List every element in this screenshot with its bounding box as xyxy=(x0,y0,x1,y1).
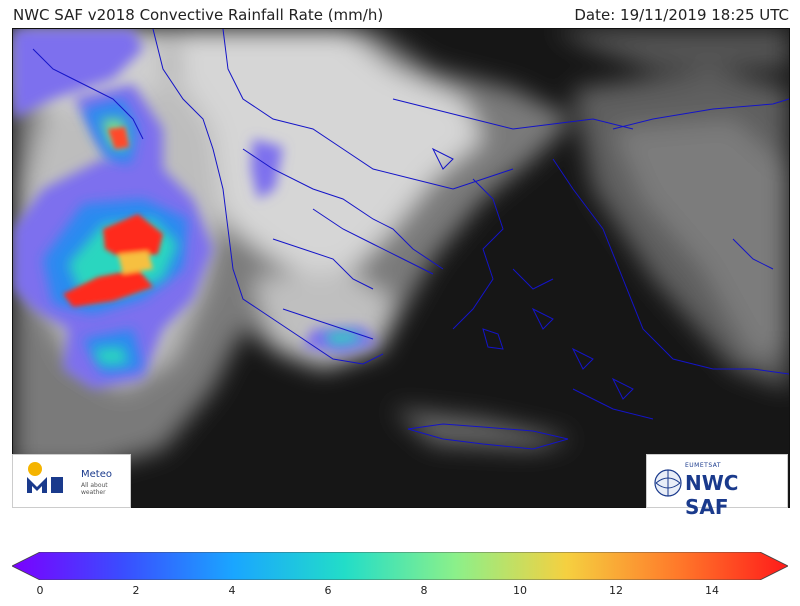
map-title: NWC SAF v2018 Convective Rainfall Rate (… xyxy=(13,6,384,24)
colorbar-tick-label: 14 xyxy=(705,584,719,597)
meteo-logo-tagline: All about weather xyxy=(81,482,108,496)
eumetsat-globe-icon xyxy=(654,469,682,497)
map-date: Date: 19/11/2019 18:25 UTC xyxy=(574,6,789,24)
colorbar-tick-label: 6 xyxy=(324,584,332,597)
colorbar-tick-label: 4 xyxy=(228,584,236,597)
nwc-logo-top: EUMETSAT xyxy=(685,462,722,469)
meteo-logo-name: Meteo xyxy=(81,469,112,480)
coastlines xyxy=(32,29,789,450)
colorbar xyxy=(12,552,788,580)
meteo-logo-icon xyxy=(27,462,63,493)
meteo-logo: Meteo All about weather xyxy=(12,454,131,508)
colorbar-tick-label: 8 xyxy=(420,584,428,597)
nwc-logo-main: NWC SAF xyxy=(685,471,739,519)
colorbar-tick-label: 12 xyxy=(609,584,623,597)
satellite-image xyxy=(13,29,789,507)
rainfall-layer xyxy=(13,29,378,389)
nwc-saf-logo: EUMETSAT NWC SAF xyxy=(646,454,788,519)
rainfall-map xyxy=(12,28,790,508)
colorbar-tick-label: 10 xyxy=(513,584,527,597)
colorbar-tick-label: 0 xyxy=(36,584,44,597)
colorbar-ticks: 0 2 4 6 8 10 12 14 xyxy=(0,584,800,600)
colorbar-tick-label: 2 xyxy=(132,584,140,597)
